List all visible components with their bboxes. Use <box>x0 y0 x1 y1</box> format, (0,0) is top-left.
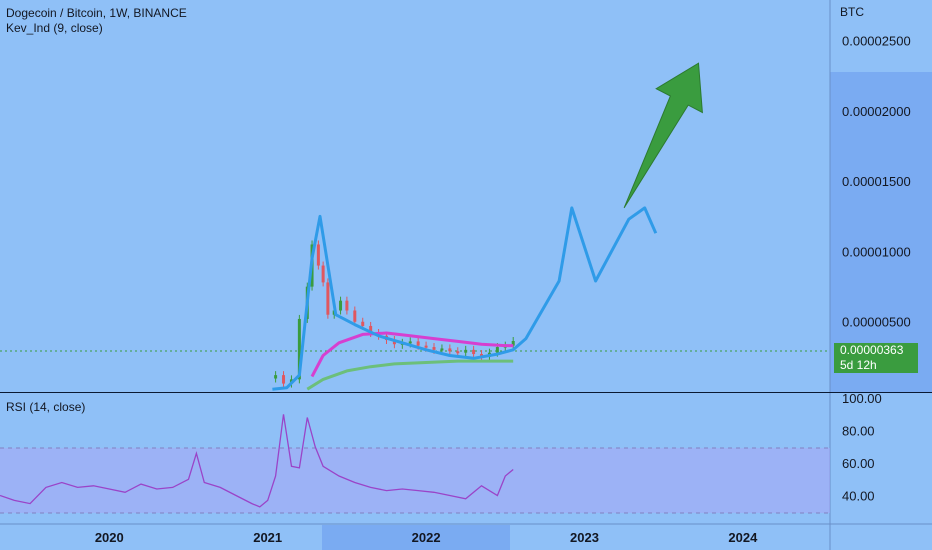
price-tick-label: 0.00002000 <box>842 104 911 119</box>
rsi-tick-label: 60.00 <box>842 456 875 471</box>
projection-arrow <box>623 62 703 209</box>
rsi-line <box>0 414 514 508</box>
candle-body <box>345 300 349 311</box>
candle-body <box>456 351 460 354</box>
candle-body <box>321 265 325 283</box>
currency-label: BTC <box>840 5 864 19</box>
price-tick-label: 0.00000500 <box>842 315 911 330</box>
rsi-tick-label: 40.00 <box>842 489 875 504</box>
magenta-moving-average <box>310 331 514 378</box>
pane-separator[interactable] <box>0 392 932 393</box>
candle-body <box>369 325 373 333</box>
time-tick-label: 2020 <box>95 530 124 545</box>
candle-body <box>440 348 444 351</box>
candle-body <box>424 345 428 348</box>
indicator-lines <box>272 206 658 391</box>
price-tick-label: 0.00001000 <box>842 244 911 259</box>
candle-body <box>339 300 343 311</box>
time-axis-ticks: 2020 2021 2022 2023 2024 <box>95 530 758 545</box>
indicator-label[interactable]: Kev_Ind (9, close) <box>6 21 103 35</box>
countdown-label: 5d 12h <box>840 358 877 372</box>
candle-body <box>416 341 420 346</box>
time-axis-highlight <box>322 525 510 550</box>
rsi-band <box>0 448 830 513</box>
time-tick-label: 2022 <box>412 530 441 545</box>
candle-body <box>495 347 499 353</box>
current-price-badge: 0.00000363 5d 12h <box>834 343 918 373</box>
candle-body <box>297 318 301 380</box>
rsi-tick-label: 100.00 <box>842 391 882 406</box>
chart-title: Dogecoin / Bitcoin, 1W, BINANCE <box>6 6 187 20</box>
candle-body <box>282 375 286 384</box>
candle-body <box>353 310 357 322</box>
candle-body <box>392 340 396 345</box>
price-axis-ticks: 0.00002500 0.00002000 0.00001500 0.00001000… <box>842 34 911 330</box>
candle-body <box>448 348 452 352</box>
main-pane-background <box>0 0 830 392</box>
price-tick-label: 0.00002500 <box>842 34 911 49</box>
candle-body <box>326 282 330 315</box>
rsi-series-line <box>0 414 514 508</box>
current-price-value: 0.00000363 <box>840 343 904 357</box>
candle-body <box>511 340 515 346</box>
blue-projection-line <box>272 206 658 391</box>
rsi-title[interactable]: RSI (14, close) <box>6 400 86 414</box>
candle-body <box>408 341 412 344</box>
candle-body <box>361 321 365 326</box>
candle-body <box>432 347 436 350</box>
candle-body <box>274 375 278 379</box>
green-arrow <box>623 62 703 209</box>
price-tick-label: 0.00001500 <box>842 174 911 189</box>
green-moving-average <box>306 359 514 391</box>
time-tick-label: 2021 <box>253 530 282 545</box>
time-tick-label: 2023 <box>570 530 599 545</box>
candle-body <box>472 349 476 355</box>
price-axis-highlight <box>830 72 932 392</box>
candle-body <box>464 349 468 353</box>
candle-body <box>316 244 320 266</box>
time-tick-label: 2024 <box>728 530 758 545</box>
rsi-axis-ticks: 100.00 80.00 60.00 40.00 <box>842 391 882 504</box>
rsi-tick-label: 80.00 <box>842 424 875 439</box>
